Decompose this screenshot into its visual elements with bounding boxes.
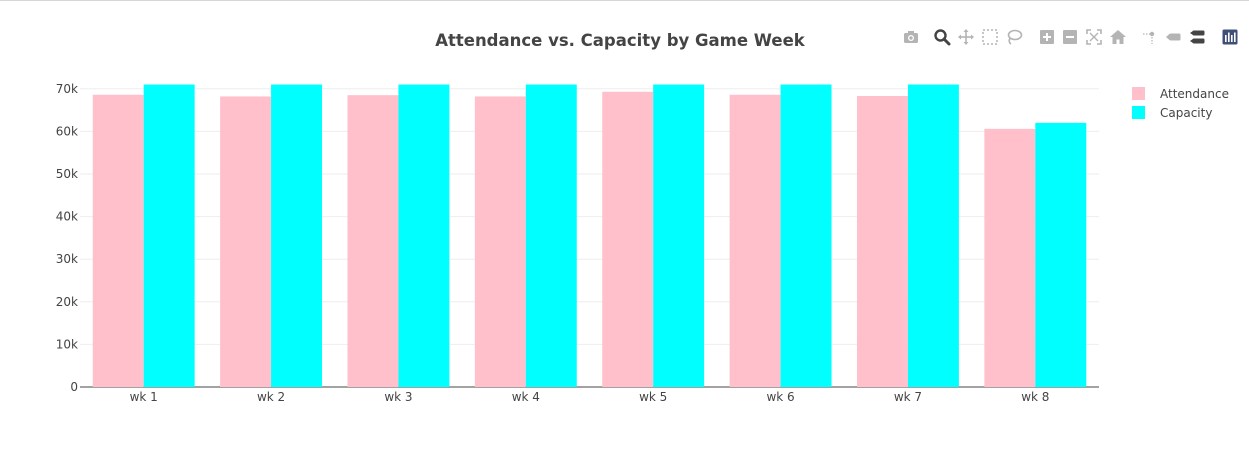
box-select-icon[interactable]: [981, 28, 999, 46]
x-tick-label: wk 7: [894, 390, 922, 404]
x-tick-label: wk 2: [257, 390, 285, 404]
bar-capacity[interactable]: [653, 84, 705, 388]
bar-attendance[interactable]: [984, 128, 1036, 387]
hover-compare-icon[interactable]: [1188, 28, 1206, 46]
legend: Attendance Capacity: [1132, 84, 1229, 122]
bar-capacity[interactable]: [780, 84, 832, 388]
bar-attendance[interactable]: [347, 95, 399, 387]
bar-capacity[interactable]: [271, 84, 323, 388]
y-tick-label: 20k: [56, 295, 78, 309]
bar-attendance[interactable]: [602, 91, 654, 388]
x-tick-label: wk 5: [639, 390, 667, 404]
bar-capacity[interactable]: [398, 84, 450, 388]
x-tick-label: wk 6: [766, 390, 794, 404]
legend-label: Capacity: [1160, 105, 1213, 120]
y-tick-label: 50k: [56, 167, 78, 181]
camera-icon[interactable]: [902, 28, 920, 46]
bar-capacity[interactable]: [907, 84, 959, 388]
pan-icon[interactable]: [957, 28, 975, 46]
bar-capacity[interactable]: [1035, 122, 1087, 388]
bar-capacity[interactable]: [525, 84, 577, 388]
y-tick-label: 30k: [56, 252, 78, 266]
x-tick-label: wk 1: [130, 390, 158, 404]
zoom-in-icon[interactable]: [1038, 28, 1056, 46]
top-border: [0, 0, 1249, 1]
bar-capacity[interactable]: [143, 84, 195, 388]
bar-attendance[interactable]: [474, 96, 526, 388]
bar-attendance[interactable]: [220, 96, 272, 388]
lasso-icon[interactable]: [1005, 28, 1023, 46]
legend-swatch-attendance: [1132, 87, 1145, 100]
bar-attendance[interactable]: [729, 94, 781, 387]
y-tick-label: 0: [70, 380, 78, 394]
x-tick-label: wk 3: [384, 390, 412, 404]
y-tick-label: 10k: [56, 337, 78, 351]
hover-closest-icon[interactable]: [1164, 28, 1182, 46]
plotly-logo-icon[interactable]: [1221, 28, 1239, 46]
zoom-icon[interactable]: [933, 28, 951, 46]
chart-title: Attendance vs. Capacity by Game Week: [435, 31, 805, 50]
y-tick-label: 60k: [56, 124, 78, 138]
spike-lines-icon[interactable]: [1140, 28, 1158, 46]
x-tick-label: wk 8: [1021, 390, 1049, 404]
zoom-out-icon[interactable]: [1061, 28, 1079, 46]
legend-swatch-capacity: [1132, 106, 1145, 119]
y-tick-label: 70k: [56, 82, 78, 96]
legend-item-attendance[interactable]: Attendance: [1132, 84, 1229, 103]
bar-attendance[interactable]: [856, 96, 908, 387]
legend-item-capacity[interactable]: Capacity: [1132, 103, 1229, 122]
y-tick-label: 40k: [56, 210, 78, 224]
autoscale-icon[interactable]: [1085, 28, 1103, 46]
bar-attendance[interactable]: [92, 94, 144, 387]
reset-axes-icon[interactable]: [1109, 28, 1127, 46]
x-tick-label: wk 4: [512, 390, 540, 404]
legend-label: Attendance: [1160, 86, 1229, 101]
